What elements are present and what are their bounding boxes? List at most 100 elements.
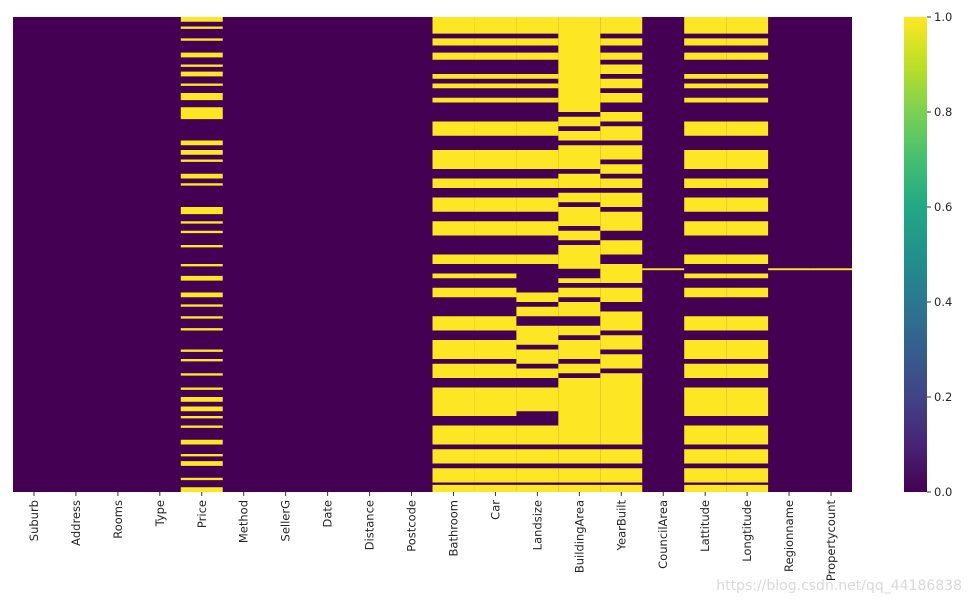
- missing-band-price-18: [180, 245, 223, 248]
- missing-band-lattitude-17: [684, 387, 727, 416]
- missing-band-lattitude-12: [684, 273, 727, 279]
- x-tick-label-suburb: Suburb: [27, 500, 41, 541]
- missing-band-price-16: [180, 221, 223, 224]
- missing-band-landsize-10: [516, 221, 559, 236]
- missing-band-landsize-3: [516, 74, 559, 79]
- missing-band-bathroom-11: [432, 254, 475, 264]
- x-tick-label-lattitude: Lattitude: [698, 500, 712, 552]
- missing-band-landsize-15: [516, 349, 559, 364]
- missing-band-councilarea-0: [642, 268, 685, 271]
- missing-band-buildingarea-5: [558, 192, 601, 203]
- missing-band-lattitude-21: [684, 484, 727, 492]
- missing-band-price-25: [180, 349, 223, 352]
- colorbar-gradient: [904, 17, 927, 492]
- missing-band-car-10: [474, 221, 517, 236]
- missing-band-landsize-6: [516, 121, 559, 136]
- x-tick-label-postcode: Postcode: [405, 500, 419, 552]
- missing-band-car-12: [474, 273, 517, 279]
- missing-band-car-19: [474, 449, 517, 464]
- x-tick-label-regionname: Regionname: [782, 500, 796, 572]
- missing-band-landsize-13: [516, 306, 559, 317]
- missing-band-bathroom-9: [432, 197, 475, 212]
- missing-band-price-8: [180, 107, 223, 112]
- missing-band-buildingarea-3: [558, 145, 601, 169]
- missing-band-yearbuilt-14: [600, 264, 643, 283]
- missing-band-yearbuilt-9: [600, 164, 643, 174]
- missing-band-car-17: [474, 387, 517, 416]
- missing-band-buildingarea-1: [558, 116, 601, 127]
- missing-band-longtitude-18: [726, 425, 769, 445]
- missing-band-price-33: [180, 439, 223, 445]
- missing-band-car-7: [474, 150, 517, 169]
- missing-band-longtitude-4: [726, 83, 769, 89]
- x-tick-label-address: Address: [69, 500, 83, 546]
- missing-band-price-31: [180, 416, 223, 419]
- missing-band-price-0: [180, 17, 223, 22]
- missing-band-lattitude-1: [684, 38, 727, 46]
- missing-band-buildingarea-12: [558, 325, 601, 336]
- missing-band-propertycount-0: [810, 268, 852, 271]
- missing-band-bathroom-15: [432, 340, 475, 359]
- missing-band-bathroom-0: [432, 17, 475, 34]
- missing-band-price-35: [180, 461, 223, 466]
- missing-band-price-9: [180, 112, 223, 120]
- missing-band-buildingarea-15: [558, 378, 601, 445]
- missing-band-car-11: [474, 254, 517, 264]
- missing-band-landsize-21: [516, 484, 559, 492]
- missing-band-longtitude-0: [726, 17, 769, 34]
- missing-band-longtitude-10: [726, 221, 769, 236]
- missing-band-car-2: [474, 52, 517, 60]
- missing-band-lattitude-5: [684, 97, 727, 103]
- missing-band-price-23: [180, 316, 223, 319]
- x-tick-label-sellerg: SellerG: [279, 500, 293, 541]
- missing-band-lattitude-18: [684, 425, 727, 445]
- missing-band-landsize-4: [516, 83, 559, 89]
- missing-band-lattitude-20: [684, 468, 727, 483]
- missing-band-price-4: [180, 64, 223, 67]
- missing-band-price-7: [180, 93, 223, 101]
- missing-band-car-14: [474, 316, 517, 331]
- missing-band-landsize-14: [516, 325, 559, 345]
- missing-band-price-21: [180, 292, 223, 298]
- missing-band-car-20: [474, 468, 517, 483]
- missing-band-lattitude-10: [684, 221, 727, 236]
- missing-band-buildingarea-8: [558, 245, 601, 269]
- missing-band-bathroom-14: [432, 316, 475, 331]
- missing-band-longtitude-17: [726, 387, 769, 416]
- missing-band-yearbuilt-5: [600, 93, 643, 103]
- missing-band-yearbuilt-13: [600, 240, 643, 255]
- missing-band-car-0: [474, 17, 517, 34]
- missing-band-price-30: [180, 406, 223, 412]
- missing-band-price-3: [180, 52, 223, 58]
- missing-band-landsize-5: [516, 97, 559, 103]
- colorbar-tick-label-0: 0.0: [934, 485, 952, 499]
- missing-band-longtitude-16: [726, 363, 769, 378]
- missing-band-longtitude-15: [726, 340, 769, 359]
- missing-band-bathroom-18: [432, 425, 475, 445]
- missing-band-buildingarea-4: [558, 173, 601, 188]
- missing-band-yearbuilt-15: [600, 287, 643, 302]
- x-tick-label-longtitude: Longtitude: [740, 500, 754, 562]
- colorbar-tick-label-4: 0.8: [934, 105, 952, 119]
- missing-band-bathroom-3: [432, 74, 475, 79]
- missing-band-yearbuilt-22: [600, 484, 643, 492]
- missing-band-yearbuilt-19: [600, 373, 643, 445]
- missing-band-longtitude-13: [726, 287, 769, 298]
- colorbar-tick-label-1: 0.2: [934, 390, 952, 404]
- missing-band-lattitude-7: [684, 150, 727, 169]
- missing-band-lattitude-3: [684, 74, 727, 79]
- watermark-text: https://blog.csdn.net/qq_44186838: [716, 578, 962, 594]
- missing-band-lattitude-19: [684, 449, 727, 464]
- missing-band-price-20: [180, 275, 223, 281]
- x-tick-label-councilarea: CouncilArea: [656, 500, 670, 569]
- x-tick-label-price: Price: [195, 500, 209, 528]
- missing-band-bathroom-21: [432, 484, 475, 492]
- x-tick-label-method: Method: [237, 500, 251, 543]
- missing-band-lattitude-2: [684, 52, 727, 60]
- missing-band-price-11: [180, 150, 223, 155]
- missing-band-buildingarea-13: [558, 340, 601, 359]
- missing-band-price-24: [180, 328, 223, 331]
- missing-band-lattitude-8: [684, 178, 727, 188]
- missing-band-landsize-7: [516, 150, 559, 169]
